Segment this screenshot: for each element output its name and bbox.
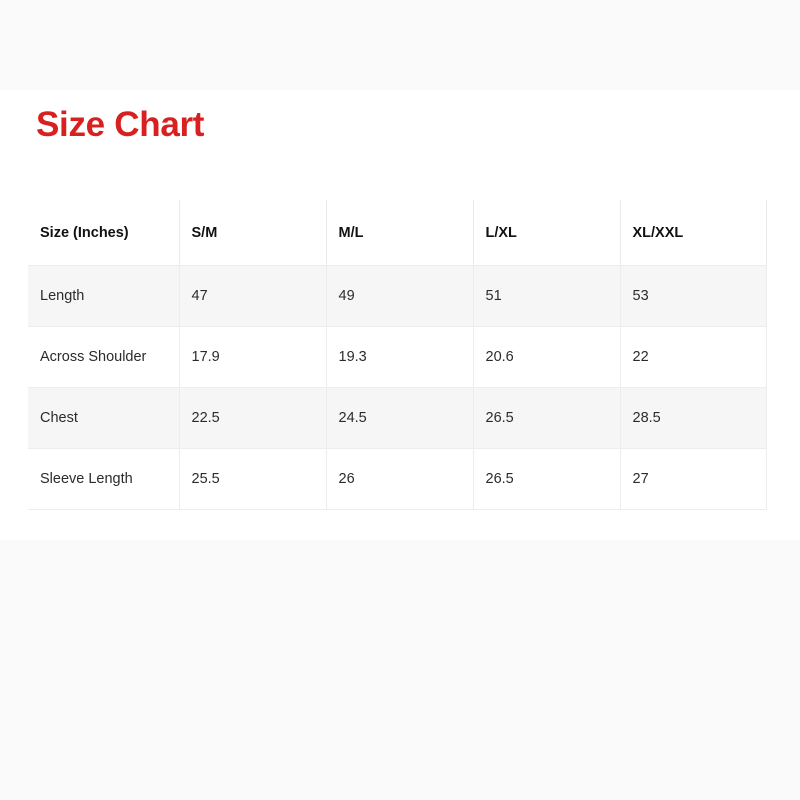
column-header-sm: S/M	[179, 200, 327, 266]
size-table-container: Size (Inches) S/M M/L L/XL XL/XXL Length…	[28, 200, 767, 510]
bottom-background-band	[0, 540, 800, 800]
cell-length-xlxxl: 53	[620, 265, 767, 327]
table-row: Chest 22.5 24.5 26.5 28.5	[28, 387, 767, 449]
cell-across-shoulder-ml: 19.3	[326, 326, 474, 388]
row-label-across-shoulder: Across Shoulder	[28, 326, 180, 388]
cell-across-shoulder-lxl: 20.6	[473, 326, 621, 388]
table-header-row: Size (Inches) S/M M/L L/XL XL/XXL	[28, 200, 767, 266]
table-row: Sleeve Length 25.5 26 26.5 27	[28, 448, 767, 510]
cell-sleeve-length-ml: 26	[326, 448, 474, 510]
cell-chest-sm: 22.5	[179, 387, 327, 449]
cell-across-shoulder-xlxxl: 22	[620, 326, 767, 388]
column-header-size: Size (Inches)	[28, 200, 180, 266]
cell-chest-lxl: 26.5	[473, 387, 621, 449]
table-row: Across Shoulder 17.9 19.3 20.6 22	[28, 326, 767, 388]
cell-length-ml: 49	[326, 265, 474, 327]
top-background-band	[0, 0, 800, 90]
cell-chest-ml: 24.5	[326, 387, 474, 449]
table-row: Length 47 49 51 53	[28, 265, 767, 327]
cell-sleeve-length-sm: 25.5	[179, 448, 327, 510]
table-body: Length 47 49 51 53 Across Shoulder 17.9 …	[28, 265, 767, 510]
cell-sleeve-length-xlxxl: 27	[620, 448, 767, 510]
cell-length-sm: 47	[179, 265, 327, 327]
table-header: Size (Inches) S/M M/L L/XL XL/XXL	[28, 200, 767, 266]
cell-across-shoulder-sm: 17.9	[179, 326, 327, 388]
cell-chest-xlxxl: 28.5	[620, 387, 767, 449]
size-table: Size (Inches) S/M M/L L/XL XL/XXL Length…	[28, 200, 767, 510]
column-header-xlxxl: XL/XXL	[620, 200, 767, 266]
row-label-length: Length	[28, 265, 180, 327]
row-label-sleeve-length: Sleeve Length	[28, 448, 180, 510]
column-header-ml: M/L	[326, 200, 474, 266]
column-header-lxl: L/XL	[473, 200, 621, 266]
page-title: Size Chart	[36, 105, 205, 144]
row-label-chest: Chest	[28, 387, 180, 449]
cell-sleeve-length-lxl: 26.5	[473, 448, 621, 510]
cell-length-lxl: 51	[473, 265, 621, 327]
